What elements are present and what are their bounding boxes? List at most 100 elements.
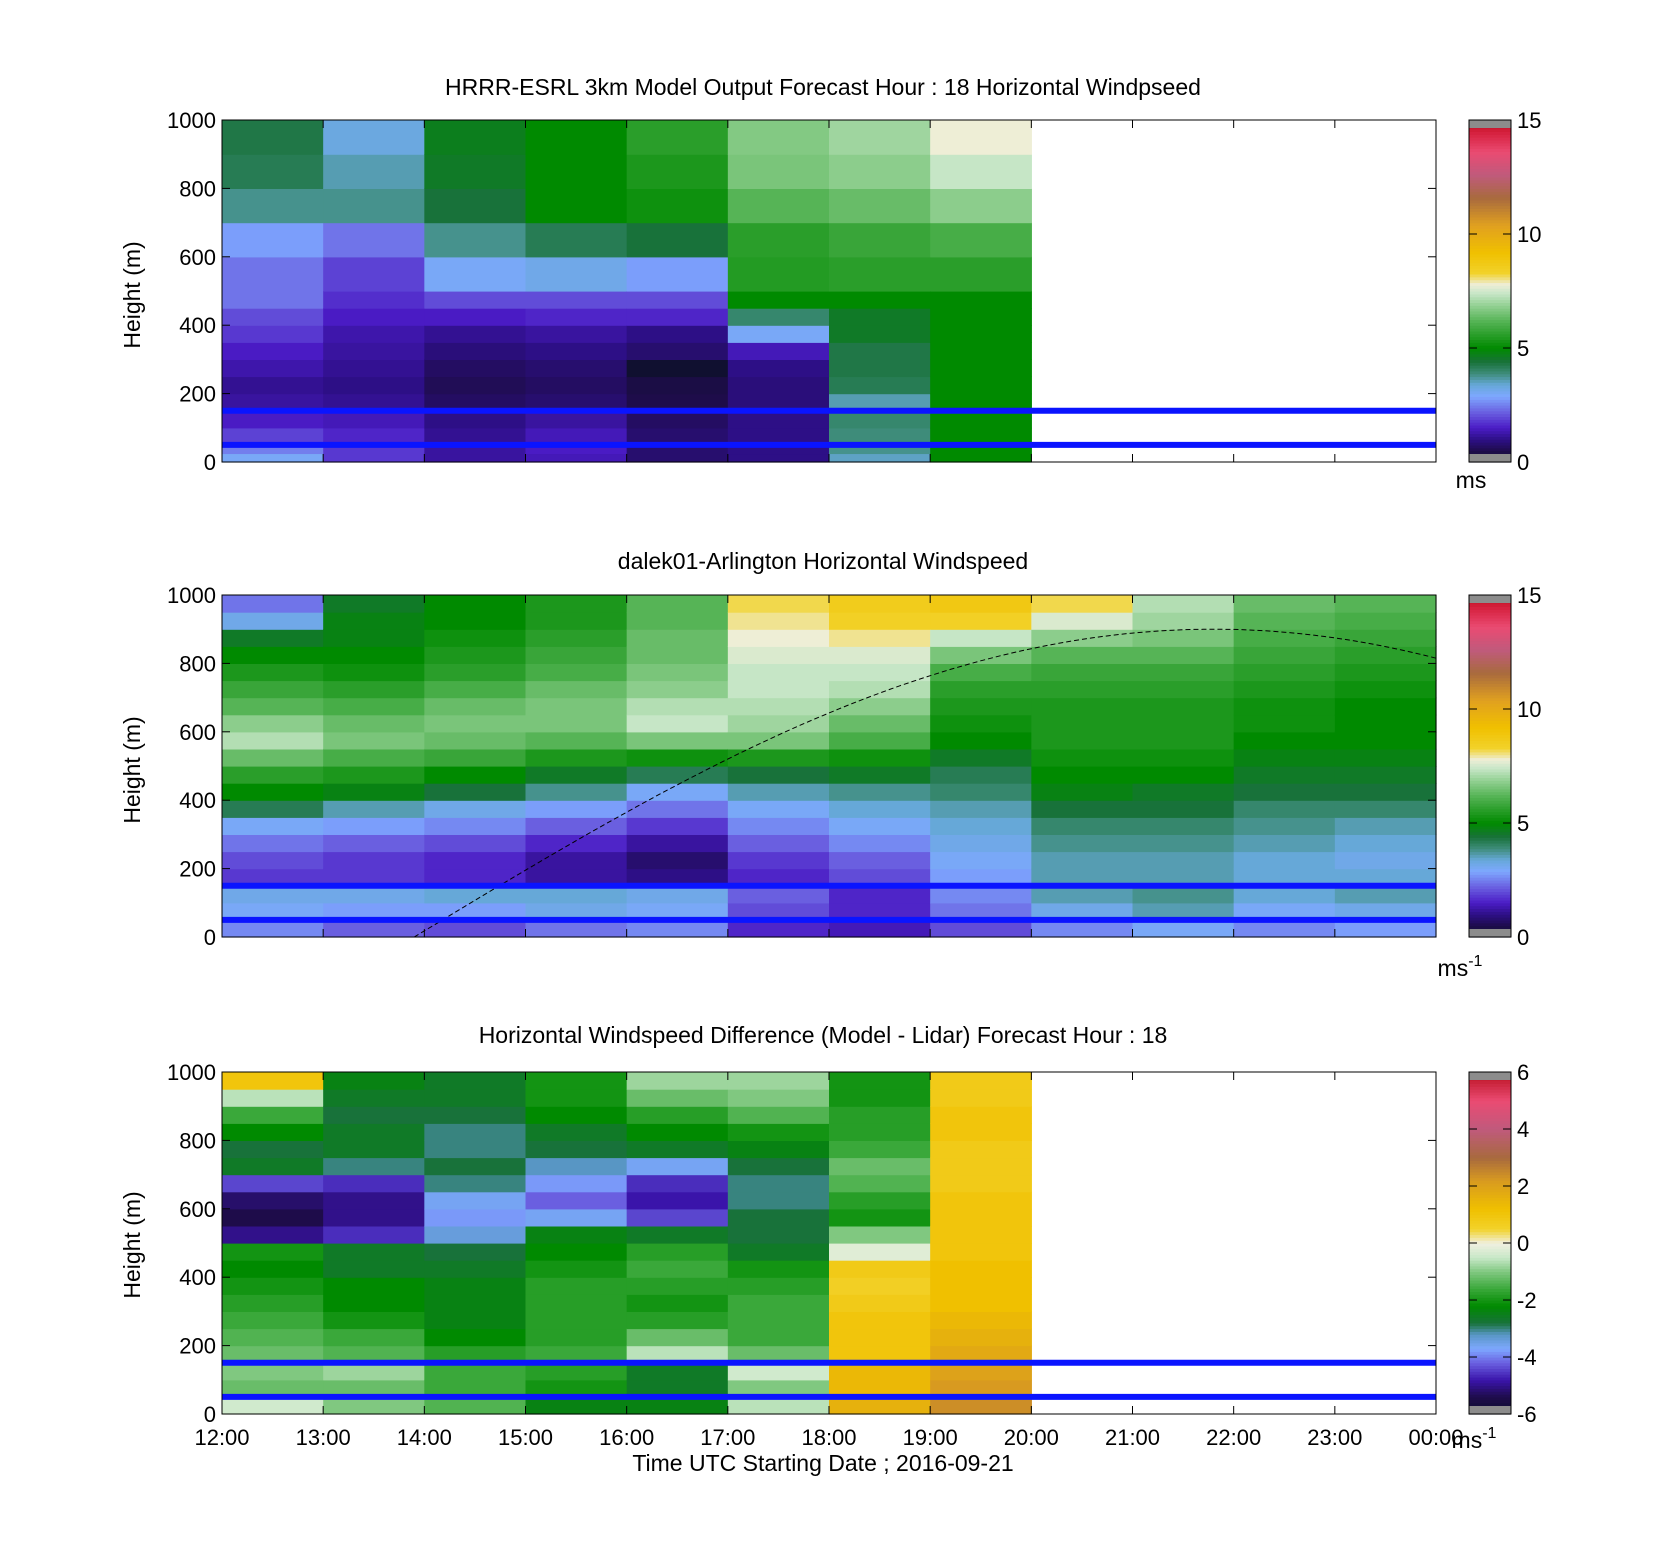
heatmap-cell	[727, 697, 830, 716]
heatmap-cell	[727, 766, 830, 784]
heatmap-cell	[525, 646, 628, 664]
heatmap-cell	[829, 663, 931, 682]
heatmap-cell	[525, 595, 628, 613]
heatmap-cell	[222, 308, 324, 326]
heatmap-cell	[222, 919, 324, 938]
heatmap-cell	[323, 1208, 425, 1227]
y-tick-label: 400	[179, 788, 216, 813]
colorbar-segment	[1469, 433, 1511, 437]
colorbar-segment	[1469, 151, 1511, 155]
heatmap-cell	[930, 342, 1032, 360]
heatmap-cell	[1031, 919, 1134, 938]
colorbar-segment	[1469, 868, 1511, 873]
colorbar-segment	[1469, 251, 1511, 255]
colorbar-segment	[1469, 871, 1511, 875]
heatmap-cell	[323, 783, 425, 801]
heatmap-cell	[222, 1191, 324, 1210]
heatmap-cell	[323, 1123, 425, 1141]
heatmap-cell	[930, 646, 1032, 664]
heatmap-cell	[525, 342, 628, 360]
heatmap-cell	[525, 1089, 628, 1107]
colorbar-segment	[1469, 740, 1511, 744]
heatmap-cell	[525, 291, 628, 309]
heatmap-cell	[727, 444, 830, 455]
heatmap-cell	[727, 1260, 830, 1278]
heatmap-cell	[424, 1379, 527, 1398]
colorbar-segment	[1469, 1291, 1511, 1295]
colorbar-tick-label: 0	[1517, 925, 1529, 950]
colorbar-segment	[1469, 677, 1511, 682]
colorbar-segment	[1469, 1180, 1511, 1184]
heatmap-cell	[626, 1208, 729, 1227]
heatmap-cell	[1334, 595, 1437, 613]
colorbar-segment	[1469, 1265, 1511, 1270]
heatmap-cell	[424, 325, 527, 343]
colorbar-segment	[1469, 1197, 1511, 1201]
heatmap-cell	[930, 393, 1032, 412]
colorbar-segment	[1469, 145, 1511, 150]
colorbar-segment	[1469, 328, 1511, 332]
heatmap-cell	[626, 359, 729, 378]
heatmap-cell	[829, 291, 931, 309]
heatmap-cell	[323, 154, 425, 189]
heatmap-cell	[222, 748, 324, 767]
heatmap-cell	[323, 731, 425, 750]
heatmap-cell	[323, 1225, 425, 1244]
colorbar-segment	[1469, 714, 1511, 719]
colorbar-segment	[1469, 373, 1511, 378]
heatmap-cell	[626, 697, 729, 716]
colorbar-segment	[1469, 177, 1511, 181]
heatmap-cell	[323, 714, 425, 733]
heatmap-cell	[222, 885, 324, 904]
colorbar-segment	[1469, 711, 1511, 716]
colorbar-segment	[1469, 828, 1511, 833]
colorbar-segment	[1469, 657, 1511, 662]
heatmap-cell	[525, 1277, 628, 1295]
heatmap-cell	[626, 1345, 729, 1364]
y-axis-label: Height (m)	[119, 241, 145, 348]
colorbar-segment	[1469, 1103, 1511, 1107]
colorbar-segment	[1469, 131, 1511, 135]
colorbar-segment	[1469, 1177, 1511, 1181]
heatmap-cell	[727, 1362, 830, 1381]
heatmap-cell	[222, 291, 324, 309]
colorbar-segment	[1469, 288, 1511, 292]
heatmap-cell	[323, 1311, 425, 1330]
heatmap-cell	[323, 376, 425, 395]
heatmap-cell	[930, 680, 1032, 699]
heatmap-cell	[727, 1106, 830, 1124]
colorbar-segment	[1469, 379, 1511, 383]
heatmap-cell	[222, 697, 324, 716]
heatmap-cell	[525, 1225, 628, 1244]
heatmap-cell	[930, 629, 1032, 647]
colorbar-tick-label: 15	[1517, 583, 1541, 608]
heatmap-cell	[525, 885, 628, 904]
heatmap-cell	[1233, 800, 1336, 818]
colorbar-cap	[1469, 595, 1511, 603]
heatmap-cell	[626, 1072, 729, 1090]
heatmap-cell	[727, 629, 830, 647]
colorbar-segment	[1469, 911, 1511, 915]
heatmap-cell	[222, 222, 324, 258]
colorbar-segment	[1469, 1345, 1511, 1350]
heatmap-cell	[222, 1260, 324, 1278]
colorbar-segment	[1469, 239, 1511, 244]
heatmap-cell	[424, 1345, 527, 1364]
heatmap-cell	[1031, 902, 1134, 921]
colorbar-segment	[1469, 1268, 1511, 1273]
heatmap-cell	[829, 766, 931, 784]
colorbar-segment	[1469, 1331, 1511, 1335]
heatmap-cell	[1031, 868, 1134, 887]
heatmap-cell	[930, 817, 1032, 835]
colorbar-segment	[1469, 376, 1511, 380]
heatmap-cell	[1334, 663, 1437, 682]
colorbar-segment	[1469, 162, 1511, 167]
colorbar-segment	[1469, 1203, 1511, 1207]
colorbar-segment	[1469, 840, 1511, 844]
colorbar-segment	[1469, 894, 1511, 898]
colorbar-segment	[1469, 365, 1511, 369]
colorbar-frame	[1468, 119, 1512, 463]
heatmap-cell	[829, 612, 931, 630]
heatmap-cell	[525, 783, 628, 801]
heatmap-cell	[323, 612, 425, 630]
